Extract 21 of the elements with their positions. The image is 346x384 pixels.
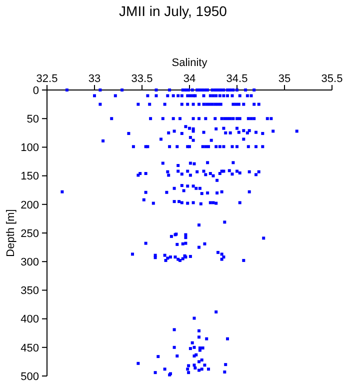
y-tick-label: 150 — [20, 170, 39, 183]
x-tick-label: 35.5 — [321, 73, 343, 85]
y-tick-label: 50 — [26, 113, 39, 126]
y-tick-label: 500 — [20, 370, 39, 383]
y-tick-label: 450 — [20, 342, 39, 354]
x-tick-label: 32.5 — [36, 73, 58, 85]
x-axis-title: Salinity — [172, 57, 208, 69]
x-tick-label: 34 — [183, 73, 196, 85]
x-tick-label: 35 — [278, 73, 291, 85]
chart-title: JMII in July, 1950 — [119, 3, 228, 19]
y-tick-label: 300 — [20, 256, 39, 268]
y-tick-label: 0 — [32, 84, 39, 97]
y-tick-label: 350 — [20, 285, 39, 298]
x-tick-label: 33.5 — [131, 73, 153, 85]
y-tick-label: 200 — [20, 199, 39, 212]
y-tick-label: 250 — [20, 228, 39, 240]
x-tick-label: 33 — [88, 73, 101, 85]
y-tick-label: 400 — [20, 314, 39, 326]
x-tick-label: 34.5 — [226, 73, 248, 85]
y-axis-title: Depth [m] — [4, 209, 17, 257]
y-tick-label: 100 — [20, 142, 39, 154]
